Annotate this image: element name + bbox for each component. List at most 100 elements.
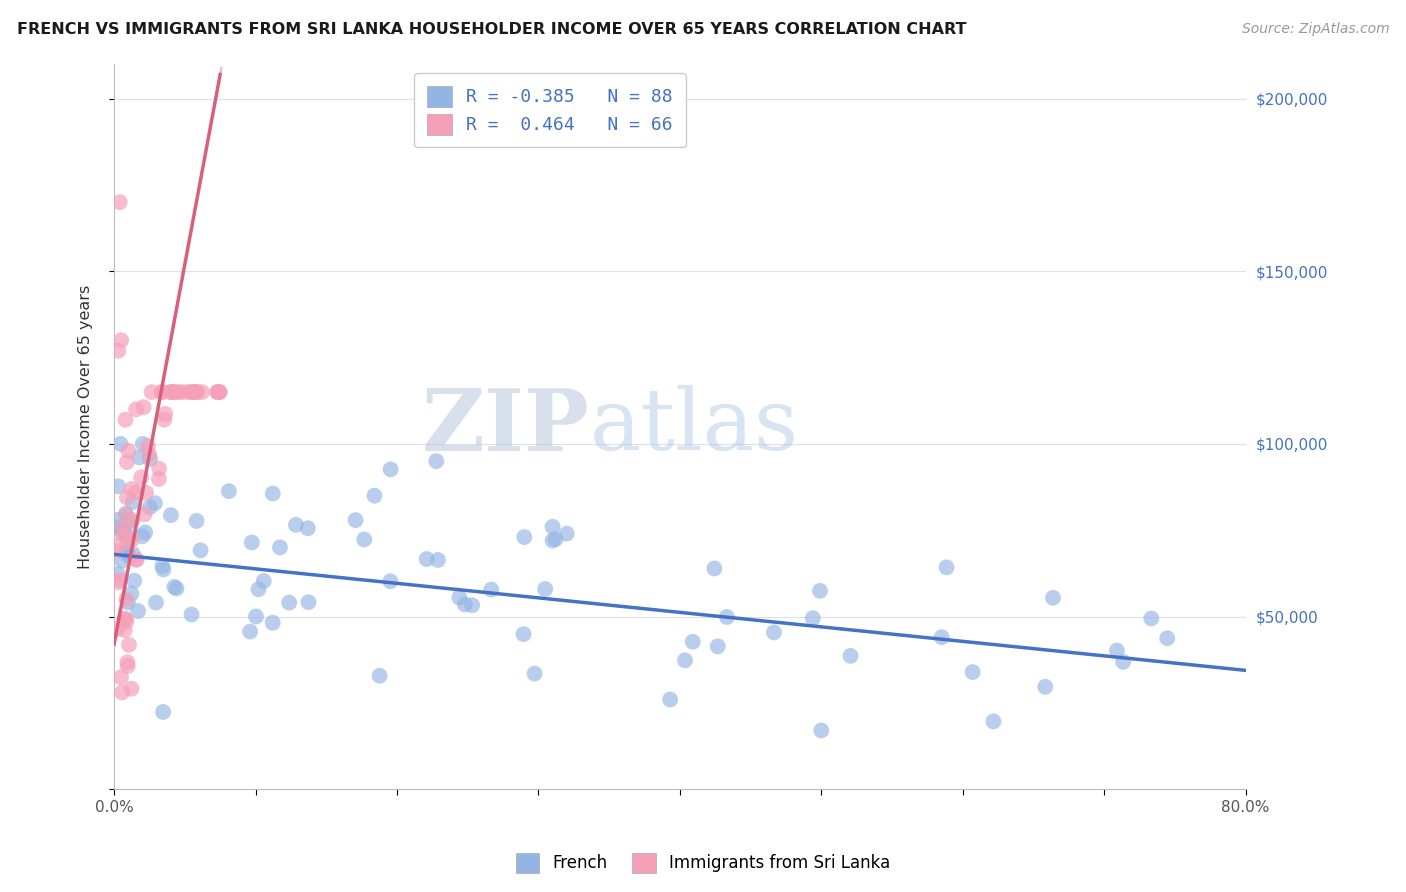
- Point: [117, 655, 139, 669]
- Point: [162, 385, 184, 400]
- Point: [176, 385, 198, 400]
- Point: [240, 535, 263, 549]
- Point: [107, 479, 129, 493]
- Point: [114, 623, 136, 637]
- Point: [703, 561, 725, 575]
- Point: [134, 525, 156, 540]
- Point: [659, 692, 682, 706]
- Point: [118, 638, 141, 652]
- Point: [120, 587, 142, 601]
- Point: [121, 514, 143, 528]
- Point: [344, 513, 367, 527]
- Point: [150, 385, 173, 400]
- Point: [120, 482, 142, 496]
- Point: [117, 595, 139, 609]
- Point: [132, 437, 155, 451]
- Point: [128, 450, 150, 465]
- Point: [269, 541, 291, 555]
- Point: [138, 448, 160, 462]
- Point: [125, 552, 148, 566]
- Point: [120, 681, 142, 696]
- Point: [297, 595, 319, 609]
- Point: [425, 454, 447, 468]
- Point: [523, 666, 546, 681]
- Point: [839, 648, 862, 663]
- Point: [186, 385, 208, 400]
- Text: Source: ZipAtlas.com: Source: ZipAtlas.com: [1241, 22, 1389, 37]
- Point: [208, 385, 231, 400]
- Point: [801, 611, 824, 625]
- Point: [110, 333, 132, 347]
- Point: [117, 443, 139, 458]
- Point: [239, 624, 262, 639]
- Point: [117, 518, 139, 533]
- Point: [111, 524, 134, 539]
- Point: [190, 543, 212, 558]
- Point: [124, 574, 146, 588]
- Y-axis label: Householder Income Over 65 years: Householder Income Over 65 years: [79, 285, 93, 569]
- Point: [107, 575, 129, 590]
- Point: [262, 486, 284, 500]
- Point: [297, 521, 319, 535]
- Point: [135, 486, 157, 500]
- Point: [1112, 655, 1135, 669]
- Point: [129, 470, 152, 484]
- Point: [112, 524, 135, 538]
- Point: [152, 562, 174, 576]
- Point: [673, 653, 696, 667]
- Point: [278, 596, 301, 610]
- Point: [148, 472, 170, 486]
- Point: [1105, 643, 1128, 657]
- Point: [160, 508, 183, 522]
- Text: FRENCH VS IMMIGRANTS FROM SRI LANKA HOUSEHOLDER INCOME OVER 65 YEARS CORRELATION: FRENCH VS IMMIGRANTS FROM SRI LANKA HOUS…: [17, 22, 966, 37]
- Point: [108, 573, 131, 587]
- Point: [247, 582, 270, 597]
- Point: [145, 595, 167, 609]
- Point: [555, 526, 578, 541]
- Point: [115, 592, 138, 607]
- Point: [180, 607, 202, 622]
- Point: [363, 489, 385, 503]
- Point: [112, 528, 135, 542]
- Point: [139, 452, 162, 467]
- Point: [105, 544, 128, 558]
- Point: [218, 484, 240, 499]
- Point: [136, 439, 159, 453]
- Point: [208, 385, 231, 400]
- Point: [111, 553, 134, 567]
- Point: [253, 574, 276, 588]
- Point: [110, 437, 132, 451]
- Point: [181, 385, 204, 400]
- Point: [114, 413, 136, 427]
- Point: [121, 495, 143, 509]
- Point: [139, 500, 162, 515]
- Point: [426, 553, 449, 567]
- Point: [125, 402, 148, 417]
- Point: [153, 407, 176, 421]
- Point: [159, 385, 181, 400]
- Point: [114, 507, 136, 521]
- Point: [117, 535, 139, 549]
- Point: [935, 560, 957, 574]
- Point: [1156, 631, 1178, 645]
- Point: [115, 614, 138, 628]
- Point: [121, 533, 143, 547]
- Point: [284, 517, 307, 532]
- Point: [115, 491, 138, 505]
- Point: [541, 533, 564, 548]
- Text: atlas: atlas: [589, 385, 799, 468]
- Point: [682, 634, 704, 648]
- Point: [1140, 611, 1163, 625]
- Point: [461, 599, 484, 613]
- Point: [114, 612, 136, 626]
- Point: [107, 513, 129, 527]
- Point: [118, 549, 141, 563]
- Point: [125, 552, 148, 566]
- Point: [160, 385, 183, 400]
- Point: [118, 513, 141, 527]
- Point: [191, 385, 214, 400]
- Point: [931, 630, 953, 644]
- Point: [706, 640, 728, 654]
- Point: [108, 195, 131, 210]
- Point: [150, 559, 173, 574]
